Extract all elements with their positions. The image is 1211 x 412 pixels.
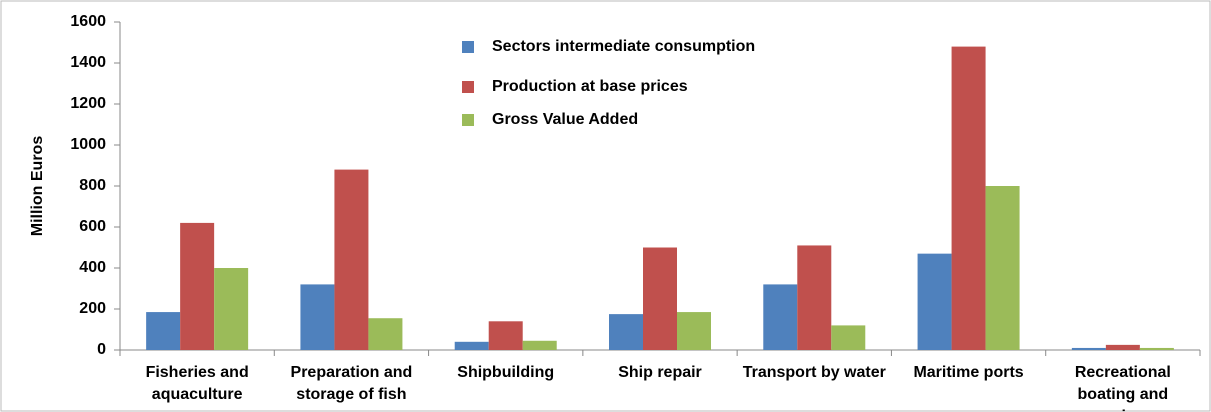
bar (334, 169, 369, 350)
x-tick-label: Ship repair (618, 364, 702, 381)
bar (146, 312, 181, 350)
bar (180, 222, 215, 350)
bar (797, 245, 832, 350)
legend-label: Sectors intermediate consumption (492, 38, 755, 55)
x-tick-label: Shipbuilding (457, 364, 555, 381)
bar (643, 247, 677, 350)
y-tick-label: 400 (79, 259, 106, 276)
bar (917, 253, 952, 350)
y-tick-label: 1600 (70, 13, 106, 30)
x-tick-label: Recreational boating and marinas (1074, 364, 1171, 412)
y-tick-label: 600 (79, 218, 106, 235)
y-axis-label: Million Euros (29, 136, 46, 237)
bar (1105, 344, 1140, 350)
bar (951, 46, 986, 350)
bar (831, 325, 866, 350)
legend-label: Production at base prices (492, 78, 688, 95)
legend-label: Gross Value Added (492, 111, 638, 128)
y-tick-label: 0 (97, 341, 106, 358)
y-tick-label: 1200 (70, 95, 106, 112)
bar (609, 314, 643, 350)
bar (985, 186, 1020, 350)
y-tick-label: 1400 (70, 54, 106, 71)
legend-swatch (462, 81, 474, 93)
x-tick-label: Preparation and storage of fish (290, 364, 413, 403)
y-tick-label: 1000 (70, 136, 106, 153)
x-tick-label: Fisheries and aquaculture (145, 364, 249, 403)
bar (488, 321, 523, 350)
legend-swatch (462, 114, 474, 126)
bar (1071, 347, 1106, 350)
y-tick-label: 800 (79, 177, 106, 194)
legend-swatch (462, 41, 474, 53)
bar (214, 268, 249, 350)
bar (522, 340, 557, 350)
bar (368, 318, 403, 350)
bar (677, 312, 711, 350)
bar (763, 284, 798, 350)
bar (1139, 347, 1174, 350)
bar (300, 284, 335, 350)
bar (454, 341, 489, 350)
x-tick-label: Transport by water (742, 364, 886, 381)
x-tick-label: Maritime ports (913, 364, 1024, 381)
y-tick-label: 200 (79, 300, 106, 317)
